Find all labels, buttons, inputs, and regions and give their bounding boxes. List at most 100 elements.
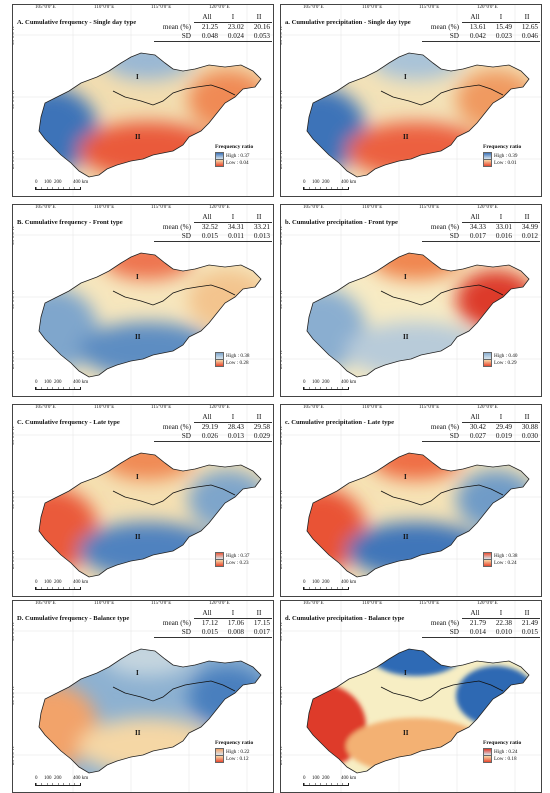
- stats-header-cell: I: [488, 213, 514, 223]
- region-divider: [380, 680, 504, 702]
- west-zone: [307, 684, 366, 768]
- stats-header-cell: II: [514, 609, 540, 619]
- east-zone: [456, 666, 529, 726]
- longitude-label: 120°0'0"E: [477, 205, 498, 210]
- region-label-i: I: [404, 273, 407, 281]
- longitude-label: 105°0'0"E: [35, 601, 56, 606]
- longitude-label: 105°0'0"E: [303, 205, 324, 210]
- scale-tick-label: 100: [44, 580, 52, 585]
- sd-label: SD: [154, 628, 194, 638]
- stats-header-cell: [154, 609, 194, 619]
- latitude-label: 30°0'0"N: [280, 686, 284, 705]
- south-zone: [78, 522, 218, 577]
- region-label-ii: II: [403, 729, 409, 737]
- mean-value: 34.99: [521, 223, 538, 231]
- west-zone: [39, 684, 98, 768]
- stats-header-cell: II: [514, 213, 540, 223]
- scale-line: [303, 387, 349, 390]
- sd-label: SD: [422, 232, 462, 242]
- sd-value: 0.053: [246, 32, 272, 42]
- stats-table: All I II mean (%) 17.12 17.06 17.15 SD 0.015 0.00…: [154, 609, 272, 638]
- scale-tick-label: 0: [303, 580, 306, 585]
- east-zone: [188, 666, 261, 726]
- west-zone: [307, 288, 366, 372]
- latitude-label: 25°0'0"N: [280, 550, 284, 569]
- basin-outline: [38, 252, 262, 378]
- scale-tick-label: 100: [44, 380, 52, 385]
- legend-low-swatch: [215, 754, 224, 763]
- latitude-label: 25°0'0"N: [280, 746, 284, 765]
- region-divider: [380, 84, 504, 106]
- scale-tick-label: 400 km: [341, 380, 357, 385]
- scale-bar: 0 100 200 400 km: [35, 180, 95, 190]
- scale-tick-label: 100: [312, 180, 320, 185]
- south-zone: [346, 122, 486, 177]
- latitude-label: 30°0'0"N: [12, 290, 16, 309]
- map-svg: [13, 405, 273, 596]
- legend-low-label: Low : 0.18: [494, 755, 517, 762]
- map-panel: I II 105°0'0"E 110°0'0"E 115°0'0"E 120°0'0"E 3…: [12, 404, 274, 597]
- legend-low-swatch: [483, 358, 492, 367]
- latitude-label: 35°0'0"N: [12, 622, 16, 641]
- longitude-label: 120°0'0"E: [209, 601, 230, 606]
- sd-value: 0.027: [462, 432, 488, 442]
- sd-value: 0.029: [246, 432, 272, 442]
- legend-high-label: High : 0.38: [226, 352, 250, 359]
- east-zone: [188, 270, 261, 330]
- stats-header-cell: I: [220, 213, 246, 223]
- scale-bar: 0 100 200 400 km: [303, 180, 363, 190]
- latitude-label: 25°0'0"N: [12, 746, 16, 765]
- longitude-label: 115°0'0"E: [419, 5, 440, 10]
- west-zone: [39, 88, 98, 172]
- sd-value: 0.013: [246, 232, 272, 242]
- longitude-label: 120°0'0"E: [209, 5, 230, 10]
- map-svg: [281, 5, 541, 196]
- south-zone: [78, 718, 218, 773]
- scale-tick-label: 0: [35, 180, 38, 185]
- scale-bar: 0 100 200 400 km: [35, 580, 95, 590]
- longitude-label: 105°0'0"E: [35, 405, 56, 410]
- north-zone: [371, 253, 461, 280]
- scale-tick-label: 400 km: [73, 580, 89, 585]
- north-zone: [103, 649, 193, 676]
- panel-title: C. Cumulative frequency - Late type: [17, 419, 120, 426]
- stats-header-cell: [422, 609, 462, 619]
- sd-value: 0.046: [514, 32, 540, 42]
- mean-value: 22.38: [495, 619, 512, 627]
- scale-tick-label: 400 km: [341, 580, 357, 585]
- scale-line: [303, 783, 349, 786]
- mean-label: mean (%): [162, 422, 191, 431]
- stats-header-cell: All: [194, 413, 220, 423]
- region-divider: [112, 84, 236, 106]
- region-label-i: I: [404, 473, 407, 481]
- latitude-label: 35°0'0"N: [12, 26, 16, 45]
- map-svg: [281, 205, 541, 396]
- map-panel: I II 105°0'0"E 110°0'0"E 115°0'0"E 120°0'0"E 3…: [12, 4, 274, 197]
- latitude-label: 35°0'0"N: [280, 26, 284, 45]
- scale-tick-label: 200: [54, 380, 62, 385]
- scale-line: [35, 587, 81, 590]
- sd-value: 0.017: [246, 628, 272, 638]
- legend: Frequency ratio High : 0.24 Low : 0.18: [483, 740, 535, 763]
- stats-table: All I II mean (%) 30.42 29.49 30.88 SD 0.027 0.01…: [422, 413, 540, 442]
- longitude-label: 105°0'0"E: [303, 601, 324, 606]
- sd-label: SD: [422, 628, 462, 638]
- region-label-ii: II: [135, 533, 141, 541]
- scale-tick-label: 0: [35, 776, 38, 781]
- region-label-i: I: [136, 73, 139, 81]
- stats-header-cell: II: [246, 413, 272, 423]
- legend-low-swatch: [483, 754, 492, 763]
- panel-title: D. Cumulative frequency - Balance type: [17, 615, 130, 622]
- latitude-label: 30°0'0"N: [280, 90, 284, 109]
- mean-value: 28.43: [227, 423, 244, 431]
- sd-label: SD: [422, 432, 462, 442]
- basin-outline: [306, 52, 530, 178]
- latitude-label: 30°0'0"N: [12, 490, 16, 509]
- longitude-label: 105°0'0"E: [303, 405, 324, 410]
- west-zone: [307, 88, 366, 172]
- stats-header-cell: All: [462, 13, 488, 23]
- stats-header-cell: All: [462, 609, 488, 619]
- north-zone: [371, 53, 461, 80]
- region-label-i: I: [136, 273, 139, 281]
- longitude-label: 110°0'0"E: [362, 205, 383, 210]
